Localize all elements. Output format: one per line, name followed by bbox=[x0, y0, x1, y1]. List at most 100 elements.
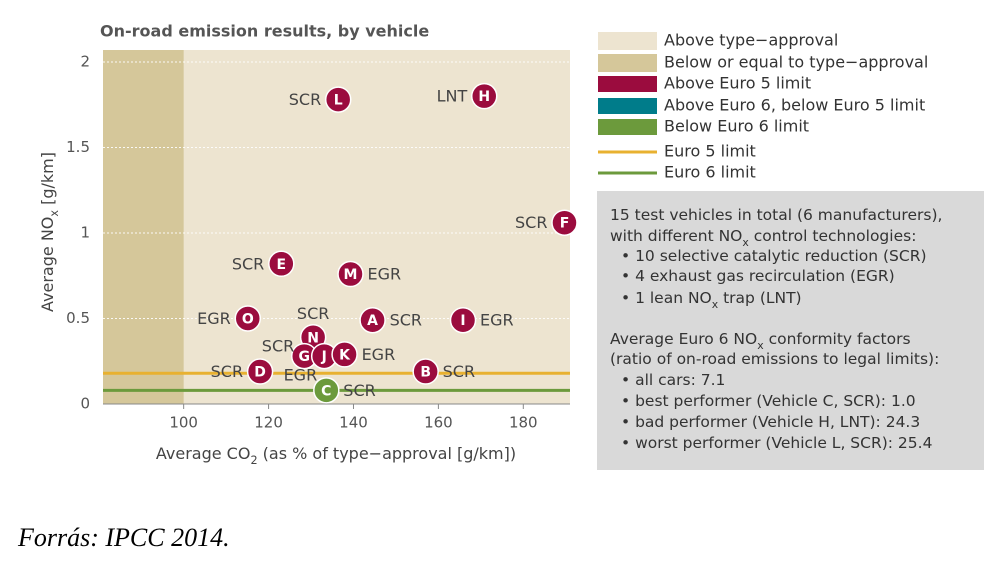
point-label: SCR bbox=[289, 90, 321, 109]
info-box bbox=[597, 191, 984, 470]
y-axis-label-part: [g/km] bbox=[38, 152, 57, 210]
chart-title: On-road emission results, by vehicle bbox=[100, 22, 429, 41]
info-line: 15 test vehicles in total (6 manufacture… bbox=[610, 206, 942, 224]
legend-label: Above Euro 5 limit bbox=[664, 74, 811, 93]
point-letter: N bbox=[307, 330, 319, 346]
point-label: SCR bbox=[297, 304, 329, 323]
legend-swatch bbox=[598, 76, 657, 92]
info-line-part: trap (LNT) bbox=[718, 289, 801, 307]
info-line-part: • all cars: 7.1 bbox=[621, 371, 725, 389]
point-label: SCR bbox=[211, 362, 243, 381]
point-letter: O bbox=[242, 311, 254, 327]
x-tick-label: 180 bbox=[509, 414, 538, 432]
x-tick-label: 100 bbox=[169, 414, 198, 432]
legend-swatch bbox=[598, 98, 657, 114]
point bbox=[337, 260, 364, 288]
x-axis-label: Average CO2 (as % of type−approval [g/km… bbox=[156, 444, 516, 467]
legend-label: Below Euro 6 limit bbox=[664, 117, 809, 136]
point-letter: B bbox=[420, 365, 431, 381]
point bbox=[551, 209, 578, 236]
info-line-part: • best performer (Vehicle C, SCR): 1.0 bbox=[621, 392, 916, 410]
info-line-sub: x bbox=[712, 298, 719, 311]
point bbox=[234, 305, 262, 332]
info-line-part: with different NO bbox=[610, 227, 742, 245]
info-line: • 10 selective catalytic reduction (SCR) bbox=[621, 247, 927, 265]
source: Forrás: IPCC 2014. bbox=[17, 523, 230, 552]
y-tick-label: 1.5 bbox=[66, 138, 90, 156]
point bbox=[359, 306, 386, 334]
y-axis-label-sub: x bbox=[48, 210, 61, 217]
point-label: SCR bbox=[443, 362, 475, 381]
info-line: • all cars: 7.1 bbox=[621, 371, 725, 389]
legend-swatch bbox=[598, 32, 657, 50]
point-letter: C bbox=[321, 383, 331, 399]
point-letter: M bbox=[344, 267, 358, 283]
y-tick-label: 0.5 bbox=[66, 309, 90, 327]
point bbox=[246, 358, 274, 385]
info-line-part: conformity factors bbox=[764, 330, 911, 348]
point bbox=[470, 82, 498, 110]
point-letter: L bbox=[334, 93, 343, 109]
point-label: EGR bbox=[362, 345, 396, 364]
info-line-part: • bad performer (Vehicle H, LNT): 24.3 bbox=[621, 413, 920, 431]
point-label: SCR bbox=[262, 337, 294, 356]
legend-label: Above Euro 6, below Euro 5 limit bbox=[664, 96, 925, 115]
region-below bbox=[103, 50, 184, 404]
point-letter: F bbox=[560, 216, 570, 232]
info-line-sub: x bbox=[742, 236, 749, 249]
info-line-part: • 4 exhaust gas recirculation (EGR) bbox=[621, 267, 895, 285]
point bbox=[412, 358, 439, 385]
point-label: SCR bbox=[515, 213, 547, 232]
info-line-sub: x bbox=[757, 339, 764, 352]
x-tick-label: 140 bbox=[339, 414, 368, 432]
info-line-part: (ratio of on-road emissions to legal lim… bbox=[610, 350, 939, 368]
point-label: EGR bbox=[284, 366, 318, 385]
point-label: SCR bbox=[232, 254, 264, 273]
legend-swatch bbox=[598, 54, 657, 72]
point-letter: J bbox=[321, 349, 327, 365]
point-label: SCR bbox=[390, 311, 422, 330]
point bbox=[268, 250, 295, 278]
point bbox=[449, 306, 477, 334]
y-tick-label: 1 bbox=[80, 223, 90, 241]
point-letter: D bbox=[254, 365, 266, 381]
info-line: (ratio of on-road emissions to legal lim… bbox=[610, 350, 939, 368]
info-line: • worst performer (Vehicle L, SCR): 25.4 bbox=[621, 434, 932, 452]
info-line-part: • worst performer (Vehicle L, SCR): 25.4 bbox=[621, 434, 932, 452]
info-line-part: • 10 selective catalytic reduction (SCR) bbox=[621, 247, 927, 265]
y-axis-label: Average NOx [g/km] bbox=[38, 152, 61, 312]
point-label: EGR bbox=[197, 309, 231, 328]
info-line: with different NOx control technologies: bbox=[610, 227, 916, 249]
y-tick-label: 0 bbox=[80, 395, 90, 413]
point-letter: A bbox=[367, 313, 378, 329]
info-line: Average Euro 6 NOx conformity factors bbox=[610, 330, 911, 352]
point-letter: G bbox=[298, 349, 310, 365]
x-axis-label-part: Average CO bbox=[156, 444, 251, 463]
info-line: • 1 lean NOx trap (LNT) bbox=[621, 289, 802, 311]
point-letter: E bbox=[277, 257, 287, 273]
info-line-part: control technologies: bbox=[749, 227, 917, 245]
x-axis-label-sub: 2 bbox=[250, 454, 257, 467]
info-line-part: Average Euro 6 NO bbox=[610, 330, 757, 348]
info-line: • 4 exhaust gas recirculation (EGR) bbox=[621, 267, 895, 285]
legend-label: Euro 5 limit bbox=[664, 142, 756, 161]
legend-label: Euro 6 limit bbox=[664, 163, 756, 182]
legend-label: Above type−approval bbox=[664, 31, 838, 50]
x-axis-label-part: (as % of type−approval [g/km]) bbox=[258, 444, 517, 463]
point bbox=[324, 86, 352, 113]
point-label: EGR bbox=[480, 311, 514, 330]
info-line: • best performer (Vehicle C, SCR): 1.0 bbox=[621, 392, 916, 410]
info-line-part: 15 test vehicles in total (6 manufacture… bbox=[610, 206, 942, 224]
point-letter: K bbox=[339, 347, 351, 363]
y-tick-label: 2 bbox=[80, 52, 90, 70]
info-line: • bad performer (Vehicle H, LNT): 24.3 bbox=[621, 413, 920, 431]
point bbox=[331, 341, 358, 368]
point-letter: H bbox=[478, 89, 490, 105]
info-line-part: • 1 lean NO bbox=[621, 289, 712, 307]
legend-label: Below or equal to type−approval bbox=[664, 53, 928, 72]
point-label: LNT bbox=[437, 87, 468, 106]
point bbox=[313, 377, 340, 404]
legend-swatch bbox=[598, 119, 657, 135]
x-tick-label: 120 bbox=[254, 414, 283, 432]
